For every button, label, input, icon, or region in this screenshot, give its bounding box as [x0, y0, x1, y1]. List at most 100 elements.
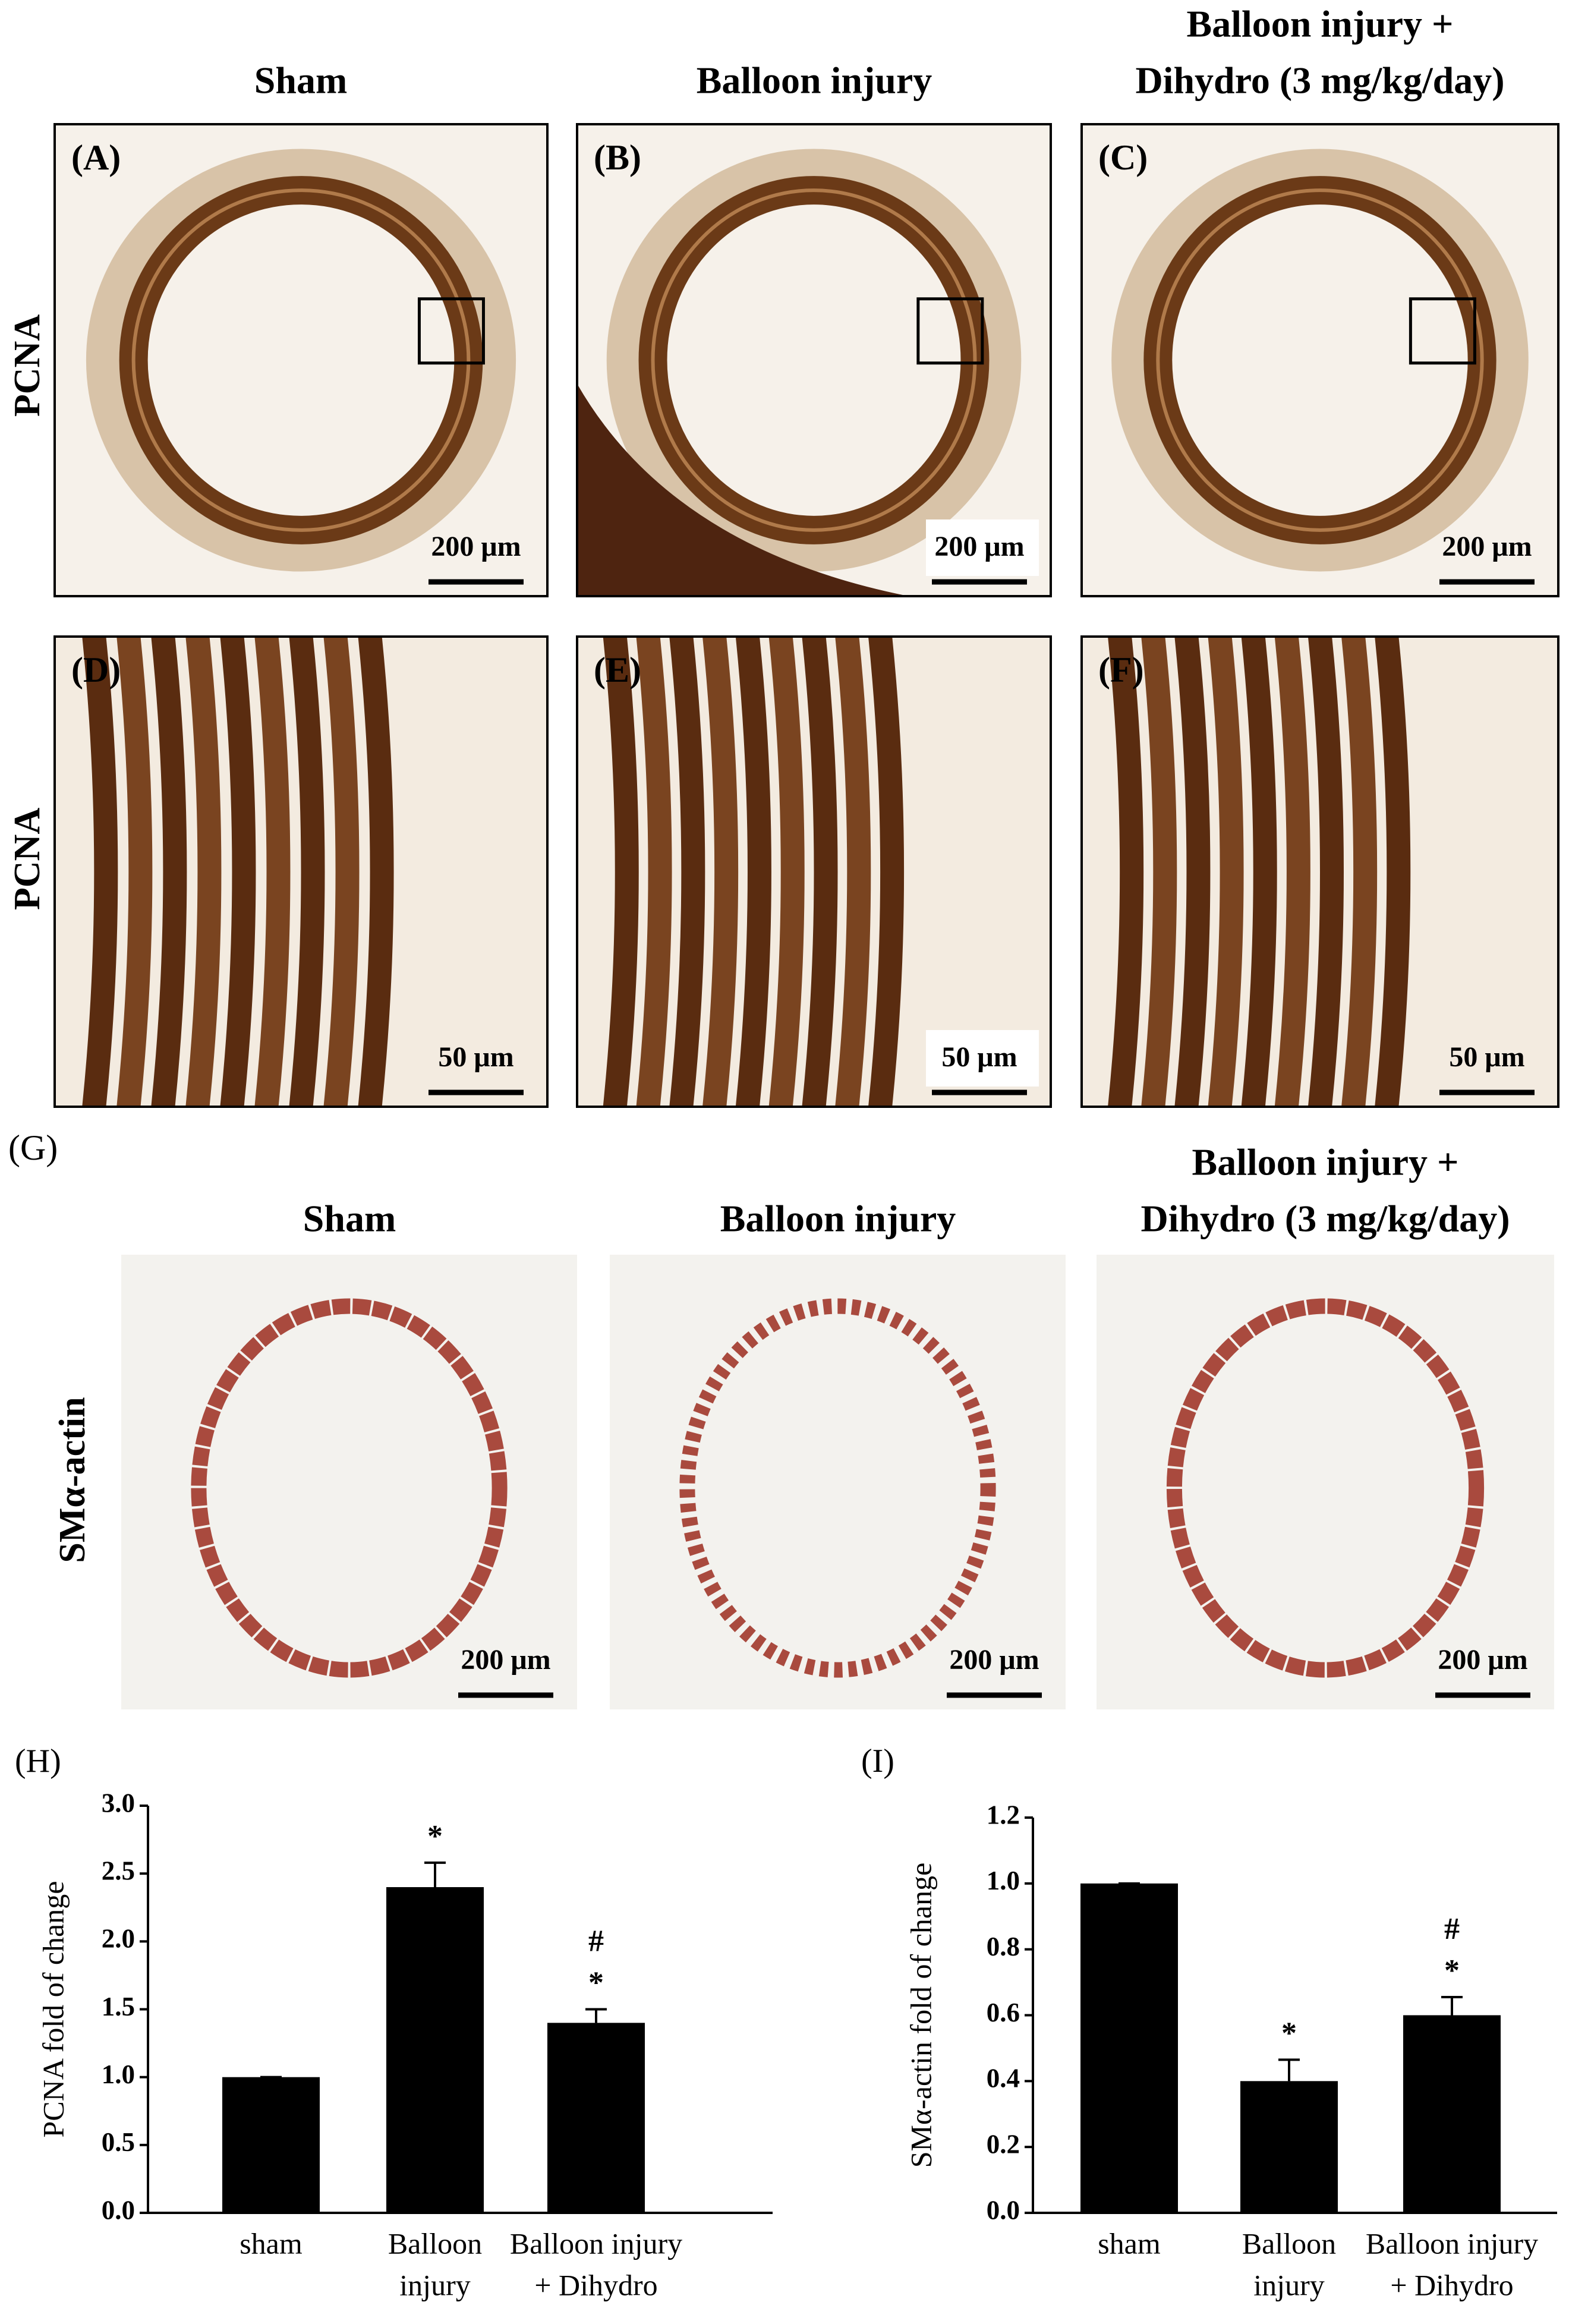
error-bar	[1441, 1996, 1463, 2016]
inset-box	[916, 297, 984, 365]
panel-label: (C)	[1098, 138, 1148, 177]
fiber-band	[358, 637, 394, 1107]
panel-label: (B)	[594, 138, 641, 177]
y-tick-label: 1.0	[102, 2060, 135, 2089]
inset-box	[417, 297, 485, 365]
micrograph	[577, 124, 1051, 596]
scale-bar-label: 200 μm	[1442, 531, 1532, 562]
y-tick-label: 0.2	[987, 2129, 1020, 2159]
fiber-band	[323, 637, 360, 1107]
fiber-band	[185, 637, 222, 1107]
x-tick-label: sham	[1098, 2227, 1161, 2260]
x-tick-label: Balloon	[1242, 2227, 1336, 2260]
fiber-band	[669, 637, 705, 1107]
panel-label: (D)	[71, 650, 121, 689]
panel-label: (A)	[71, 138, 121, 177]
micrograph	[577, 637, 1051, 1107]
scale-bar-label: 200 μm	[1438, 1644, 1527, 1676]
significance-marker: #	[588, 1924, 604, 1958]
panel-border	[576, 123, 1052, 597]
bar	[1240, 2081, 1338, 2213]
significance-marker: *	[1281, 2016, 1297, 2050]
significance-marker: *	[427, 1819, 443, 1853]
row-label: SMα-actin	[52, 1397, 93, 1563]
fiber-band	[116, 637, 153, 1107]
panel-border	[1080, 635, 1559, 1108]
panel-border	[53, 123, 549, 597]
fiber-band	[835, 637, 871, 1107]
significance-marker: *	[1444, 1954, 1460, 1988]
column-title: Balloon injury +	[1187, 3, 1454, 45]
micrograph	[55, 124, 547, 596]
bar	[1403, 2015, 1501, 2213]
inset-box	[1409, 297, 1476, 365]
lamina	[1156, 188, 1484, 532]
adventitia	[606, 149, 1022, 572]
fiber-band	[768, 637, 805, 1107]
fiber-band	[636, 637, 672, 1107]
panel-label: (E)	[594, 650, 641, 689]
column-title: Sham	[254, 59, 348, 102]
micrograph	[1082, 637, 1558, 1107]
column-title: Balloon injury	[697, 59, 932, 102]
error-bar	[585, 2008, 607, 2023]
fiber-band	[289, 637, 325, 1107]
column-title: Dihydro (3 mg/kg/day)	[1135, 59, 1504, 102]
fiber-band	[702, 637, 739, 1107]
x-tick-label: Balloon	[388, 2227, 482, 2260]
scale-bar-label: 50 μm	[941, 1041, 1017, 1073]
label-bg	[926, 1030, 1039, 1087]
tissue-bg	[1097, 1255, 1554, 1709]
panel-border	[53, 635, 549, 1108]
y-tick-label: 1.2	[987, 1800, 1020, 1829]
micrograph	[1097, 1255, 1554, 1709]
y-tick-label: 1.0	[987, 1866, 1020, 1895]
fiber-band	[254, 637, 291, 1107]
column-title: Dihydro (3 mg/kg/day)	[1140, 1198, 1510, 1240]
panel-border	[1080, 123, 1559, 597]
scale-bar-label: 50 μm	[1449, 1041, 1524, 1073]
significance-marker: #	[1444, 1912, 1460, 1946]
tissue-bg	[121, 1255, 577, 1709]
panel-border	[576, 635, 1052, 1108]
fiber-band	[1141, 637, 1177, 1107]
significance-marker: *	[588, 1966, 604, 1999]
adventitia	[86, 149, 516, 572]
scale-bar-label: 200 μm	[431, 531, 521, 562]
row-label: PCNA	[7, 808, 48, 910]
vessel-wall	[679, 1298, 996, 1678]
micrograph	[610, 1255, 1066, 1709]
scale-bar-label: 200 μm	[934, 531, 1024, 562]
panel-label: (I)	[861, 1743, 894, 1780]
x-tick-label: Balloon injury	[510, 2227, 682, 2260]
panel-label: (H)	[15, 1743, 61, 1780]
column-title: Balloon injury +	[1192, 1141, 1459, 1183]
panel-label: (F)	[1098, 650, 1144, 689]
micrograph	[121, 1255, 577, 1709]
x-tick-label: Balloon injury	[1366, 2227, 1538, 2260]
y-axis-title: PCNA fold of change	[36, 1881, 70, 2138]
fiber-band	[1308, 637, 1344, 1107]
fiber-band	[82, 637, 118, 1107]
fiber-band	[868, 637, 905, 1107]
scale-bar-label: 50 μm	[438, 1041, 513, 1073]
label-bg	[926, 519, 1039, 576]
y-tick-label: 2.0	[102, 1924, 135, 1954]
y-tick-label: 0.5	[102, 2127, 135, 2157]
fiber-band	[151, 637, 187, 1107]
y-tick-label: 0.0	[102, 2195, 135, 2225]
lamina	[131, 188, 471, 532]
fiber-band	[802, 637, 838, 1107]
fiber-band	[1208, 637, 1244, 1107]
x-tick-label: injury	[399, 2268, 470, 2301]
error-bar	[424, 1861, 446, 1887]
x-tick-label: + Dihydro	[534, 2268, 657, 2301]
micrograph	[1082, 124, 1558, 596]
fiber-band	[220, 637, 256, 1107]
fiber-band	[736, 637, 771, 1107]
y-tick-label: 3.0	[102, 1788, 135, 1818]
x-tick-label: sham	[240, 2227, 303, 2260]
fiber-band	[1174, 637, 1211, 1107]
column-title: Balloon injury	[720, 1198, 956, 1240]
